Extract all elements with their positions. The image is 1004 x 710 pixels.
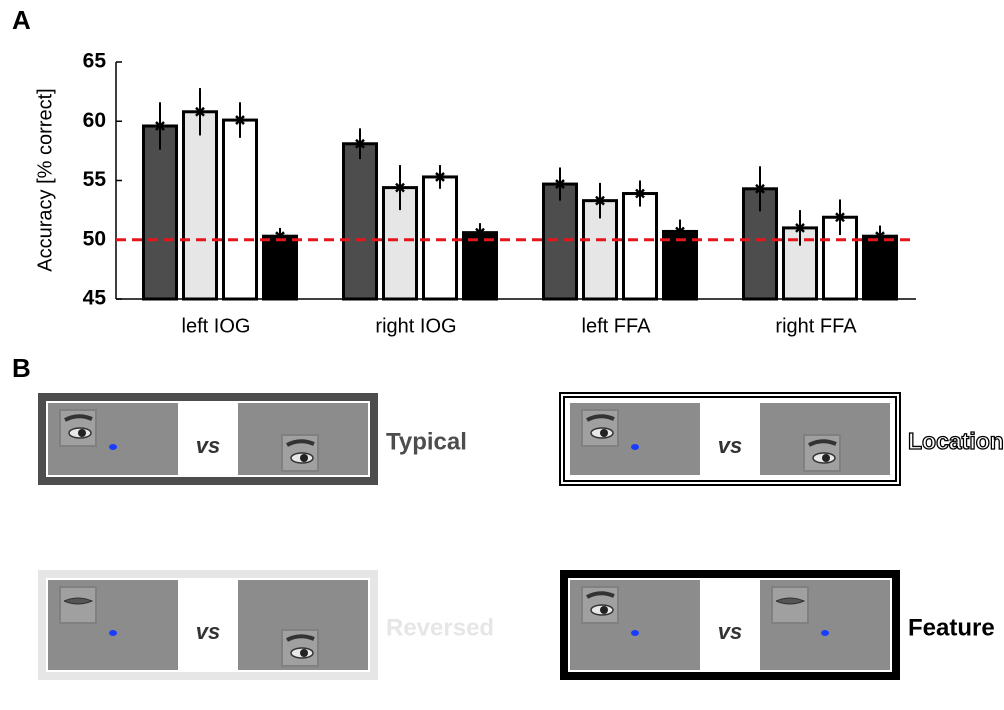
separator-text: vs	[718, 619, 742, 644]
face-feature	[804, 435, 840, 471]
y-tick-label: 65	[83, 50, 107, 73]
face-feature	[60, 587, 96, 623]
fixation-dot	[631, 630, 639, 636]
iris	[78, 429, 86, 437]
figure: A B Accuracy [% correct] 45 50 55 60 65 left …	[0, 0, 1004, 705]
fixation-dot	[821, 630, 829, 636]
separator-text: vs	[196, 433, 220, 458]
condition-label: Feature	[908, 614, 995, 641]
feature-patch	[60, 587, 96, 623]
fixation-dot	[109, 630, 117, 636]
fixation-dot	[109, 444, 117, 450]
face-feature	[282, 435, 318, 471]
x-tick-label: left IOG	[182, 315, 251, 337]
condition-label: Location	[908, 428, 1004, 454]
panel-label: B	[12, 353, 31, 383]
feature-patch	[772, 587, 808, 623]
bar	[264, 236, 297, 299]
y-tick-label: 55	[83, 168, 107, 191]
bar	[224, 120, 257, 299]
x-tick-label: right IOG	[375, 315, 456, 337]
bar	[624, 194, 657, 299]
bar	[464, 233, 497, 299]
face-feature	[60, 410, 96, 446]
bar	[184, 112, 217, 299]
iris	[300, 649, 308, 657]
fixation-dot	[631, 444, 639, 450]
iris	[600, 429, 608, 437]
face-feature	[282, 630, 318, 666]
face-feature	[772, 587, 808, 623]
x-tick-label: right FFA	[775, 315, 857, 337]
condition-label: Typical	[386, 428, 467, 455]
iris	[600, 606, 608, 614]
face-feature	[582, 587, 618, 623]
y-tick-label: 60	[83, 109, 106, 132]
separator-text: vs	[718, 433, 742, 458]
bar	[544, 184, 577, 299]
y-tick-label: 50	[83, 227, 106, 250]
iris	[300, 454, 308, 462]
bar	[344, 144, 377, 299]
bar	[424, 177, 457, 299]
bar	[144, 126, 177, 299]
face-feature	[582, 410, 618, 446]
y-tick-label: 45	[83, 287, 107, 310]
panel-label: A	[12, 5, 31, 35]
condition-label: Reversed	[386, 614, 494, 641]
y-axis-label: Accuracy [% correct]	[34, 88, 56, 271]
x-tick-label: left FFA	[582, 315, 652, 337]
separator-text: vs	[196, 619, 220, 644]
iris	[822, 454, 830, 462]
